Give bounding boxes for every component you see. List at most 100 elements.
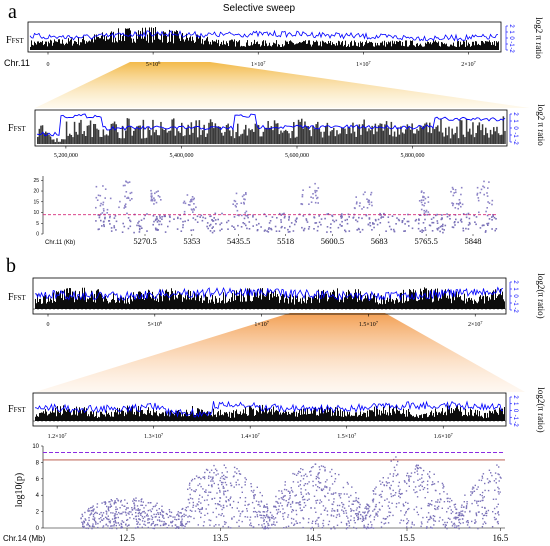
fst-bar [257, 289, 258, 309]
gwas-point [366, 526, 369, 528]
gwas-point [244, 481, 246, 483]
fst-bar [71, 415, 72, 421]
fst-bar [308, 414, 309, 421]
gwas-point [363, 524, 365, 527]
fst-bar [208, 41, 209, 50]
gwas-point [426, 213, 428, 216]
fst-bar [437, 415, 438, 421]
fst-bar [410, 289, 411, 309]
gwas-point [405, 501, 407, 504]
gwas-point [207, 494, 209, 497]
gwas-point [483, 180, 485, 183]
fst-bar [492, 291, 493, 309]
fst-bar [414, 45, 415, 50]
gwas-point [169, 511, 171, 513]
gwas-point [315, 478, 317, 480]
gwas-point [115, 506, 117, 508]
gwas-point [266, 507, 269, 509]
gwas-point [290, 222, 293, 224]
gwas-point [394, 469, 396, 472]
gwas-point [317, 202, 319, 204]
gwas-point [427, 196, 430, 198]
fst-bar [161, 128, 164, 144]
fst-bar [383, 297, 384, 309]
gwas-point [337, 226, 340, 229]
fst-bar [64, 139, 66, 144]
gwas-point [117, 516, 119, 519]
gwas-point [101, 519, 104, 521]
gwas-point [380, 214, 382, 216]
gwas-point [307, 521, 310, 524]
gwas-point [331, 214, 333, 217]
gwas-point [442, 223, 444, 226]
gwas-point [456, 516, 458, 519]
fst-bar [293, 122, 295, 144]
fst-bar [427, 298, 428, 309]
fst-bar [131, 299, 132, 309]
fst-bar [286, 293, 287, 309]
fst-bar [160, 414, 161, 421]
fst-bar [461, 120, 463, 144]
gwas-point [315, 489, 318, 492]
gwas-point [342, 486, 345, 489]
gwas-point [396, 464, 398, 466]
gwas-point [379, 212, 381, 215]
gwas-point [96, 512, 98, 514]
gwas-point [426, 526, 428, 528]
fst-bar [476, 414, 477, 421]
fst-bar [198, 38, 199, 50]
fst-bar [320, 294, 321, 309]
gwas-point [101, 502, 103, 504]
fst-bar [209, 299, 210, 309]
fst-bar [322, 40, 323, 50]
fst-bar [429, 43, 430, 50]
fst-bar [382, 304, 383, 309]
gwas-point [315, 222, 318, 224]
gwas-point [379, 509, 381, 511]
gwas-point [303, 484, 305, 487]
fst-bar [268, 290, 269, 309]
fst-bar [333, 415, 334, 421]
gwas-point [124, 184, 126, 187]
fst-bar [259, 295, 260, 309]
gwas-point [496, 506, 498, 508]
gwas-point [159, 520, 161, 522]
gwas-point [426, 516, 428, 518]
gwas-point [113, 217, 116, 219]
gwas-point [423, 192, 425, 194]
gwas-point [370, 191, 373, 194]
fst-bar [324, 409, 325, 421]
fst-bar [176, 410, 177, 421]
gwas-point [311, 522, 313, 524]
gwas-point [223, 492, 225, 494]
gwas-point [126, 518, 129, 521]
gwas-point [272, 516, 274, 518]
fst-bar [375, 42, 376, 50]
fst-bar [48, 414, 49, 421]
gwas-point [430, 218, 433, 220]
fst-bar [399, 301, 400, 309]
fst-bar [436, 411, 437, 421]
gwas-point [183, 513, 185, 515]
fst-bar [364, 412, 365, 421]
gwas-point [290, 517, 293, 520]
fst-bar [125, 297, 126, 309]
gwas-point [355, 499, 357, 501]
gwas-point [332, 493, 334, 495]
fst-bar [462, 300, 463, 309]
gwas-point [395, 456, 397, 458]
gwas-point [318, 516, 320, 519]
gwas-point [326, 510, 329, 512]
fst-bar [497, 133, 500, 144]
fst-bar [97, 417, 98, 421]
fst-bar [455, 46, 456, 50]
gwas-point [453, 517, 455, 519]
fst-bar [388, 415, 389, 421]
fst-bar [142, 409, 143, 421]
fst-bar [336, 130, 338, 144]
fst-bar [393, 43, 394, 50]
gwas-point [227, 489, 229, 492]
fst-bar [220, 303, 221, 309]
gwas-point [426, 521, 429, 523]
gwas-point [431, 527, 433, 529]
